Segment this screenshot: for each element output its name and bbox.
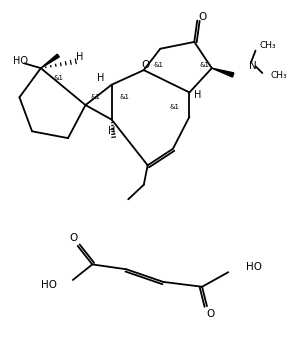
Text: N: N — [249, 61, 257, 71]
Text: O: O — [198, 12, 206, 22]
Text: &1: &1 — [199, 62, 209, 68]
Text: &1: &1 — [90, 94, 100, 100]
Text: H: H — [194, 90, 202, 100]
Text: H: H — [76, 51, 83, 62]
Text: O: O — [142, 60, 150, 70]
Text: H: H — [96, 73, 104, 83]
Text: CH₃: CH₃ — [259, 41, 276, 50]
Text: CH₃: CH₃ — [270, 71, 287, 81]
Text: &1: &1 — [170, 104, 180, 110]
Text: HO: HO — [246, 262, 262, 272]
Text: O: O — [207, 309, 215, 319]
Text: &1: &1 — [54, 75, 63, 81]
Text: &1: &1 — [120, 94, 130, 100]
Polygon shape — [41, 54, 59, 68]
Text: HO: HO — [41, 280, 57, 290]
Text: O: O — [70, 233, 78, 243]
Text: H: H — [108, 126, 115, 136]
Text: &1: &1 — [154, 62, 164, 68]
Polygon shape — [212, 68, 234, 77]
Text: HO: HO — [13, 56, 28, 67]
